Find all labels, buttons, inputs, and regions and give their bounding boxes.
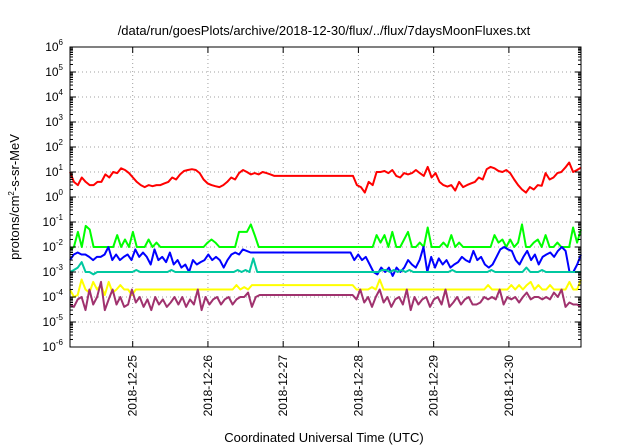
chart-title: /data/run/goesPlots/archive/2018-12-30/f… [118, 23, 531, 38]
series-line-6 [69, 280, 582, 312]
y-tick-label: 10-1 [43, 213, 64, 229]
y-tick-label: 10-2 [43, 238, 64, 254]
x-tick-label: 2018-12-30 [502, 355, 516, 417]
y-tick-label: 10-5 [43, 313, 64, 329]
series-line-5 [69, 278, 582, 298]
y-tick-label: 101 [45, 163, 63, 179]
y-tick-label: 105 [45, 63, 63, 79]
y-tick-label: 10-4 [43, 288, 64, 304]
series-line-4 [69, 257, 581, 276]
y-tick-label: 102 [45, 138, 63, 154]
y-axis-label-base: protons/cm [7, 196, 22, 260]
x-tick-label: 2018-12-29 [427, 355, 441, 417]
y-tick-label: 104 [45, 88, 63, 104]
series-line-2 [69, 223, 582, 251]
y-axis-label: protons/cm2-s-sr-MeV [7, 134, 22, 260]
y-tick-label: 10-6 [43, 338, 64, 354]
y-tick-label: 106 [45, 38, 63, 54]
y-axis: 10-6 10-5 10-4 10-3 10-2 10-1 100 101 102 103 104 1… [43, 38, 581, 354]
x-tick-label: 2018-12-25 [126, 355, 140, 417]
y-tick-label: 103 [45, 113, 63, 129]
y-axis-label-rest: -s-sr-MeV [7, 134, 22, 191]
series-group [69, 161, 582, 312]
x-tick-label: 2018-12-28 [351, 355, 365, 417]
series-line-3 [69, 246, 582, 277]
x-axis-label: Coordinated Universal Time (UTC) [224, 430, 423, 445]
series-line-1 [69, 161, 582, 194]
y-tick-label: 100 [45, 188, 63, 204]
y-tick-label: 10-3 [43, 263, 64, 279]
x-tick-label: 2018-12-27 [276, 355, 290, 417]
y-axis-label-sup: 2 [7, 191, 16, 196]
x-tick-label: 2018-12-26 [201, 355, 215, 417]
x-axis: 2018-12-25 2018-12-26 2018-12-27 2018-12-28… [126, 47, 516, 416]
